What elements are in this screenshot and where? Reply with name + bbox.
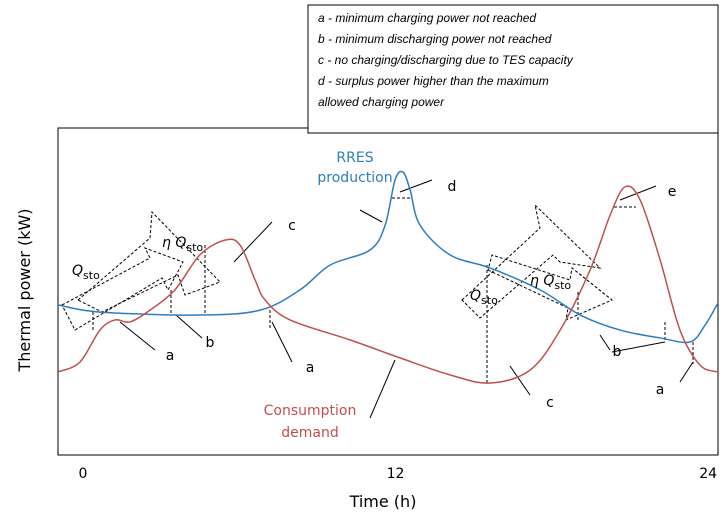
legend-box: a - minimum charging power not reached b … (307, 4, 719, 134)
storage-label: Qsto (72, 263, 100, 282)
legend-line: b - minimum discharging power not reache… (318, 32, 552, 46)
annotation-letter: a (166, 348, 175, 364)
series-label: RRES (336, 150, 373, 166)
storage-label: η Qsto (162, 235, 203, 254)
series-label: demand (281, 425, 338, 441)
annotation-letter: b (613, 344, 622, 360)
charge-arrow (461, 203, 602, 319)
annotation-letter: b (206, 335, 215, 351)
legend-line: allowed charging power (318, 95, 445, 109)
series-line (57, 185, 719, 384)
discharge-arrow (487, 254, 613, 321)
annotation-letter: d (448, 179, 457, 195)
storage-subscript: sto (481, 294, 498, 307)
y-axis-label: Thermal power (kW) (15, 208, 34, 372)
legend-line: a - minimum charging power not reached (318, 11, 536, 25)
storage-symbol: Q (72, 263, 83, 279)
charge-arrow (77, 210, 221, 313)
series-label: production (317, 170, 392, 186)
x-tick-label: 12 (387, 466, 405, 482)
legend-line: d - surplus power higher than the maximu… (318, 74, 549, 88)
discharge-arrow (61, 247, 184, 331)
storage-subscript: sto (554, 279, 571, 292)
annotation-letter: a (656, 382, 665, 398)
x-tick-label: 0 (79, 466, 88, 482)
storage-symbol: Q (470, 288, 481, 304)
legend-line: c - no charging/discharging due to TES c… (318, 53, 574, 67)
series-line (57, 170, 719, 344)
legend-frame (307, 4, 719, 134)
storage-label: η Qsto (530, 273, 571, 292)
x-tick-label: 24 (699, 466, 717, 482)
leader-lines (119, 179, 694, 419)
series-label: Consumption (264, 403, 357, 419)
annotation-letter: a (306, 360, 315, 376)
storage-subscript: sto (186, 241, 203, 254)
x-axis-label: Time (h) (349, 492, 417, 511)
storage-label: Qsto (470, 288, 498, 307)
annotation-letter: c (546, 395, 554, 411)
storage-symbol: η Q (162, 235, 186, 251)
annotation-letter: c (288, 218, 296, 234)
storage-symbol: η Q (530, 273, 554, 289)
annotation-letter: e (668, 184, 677, 200)
annotations (61, 179, 694, 419)
storage-subscript: sto (83, 269, 100, 282)
